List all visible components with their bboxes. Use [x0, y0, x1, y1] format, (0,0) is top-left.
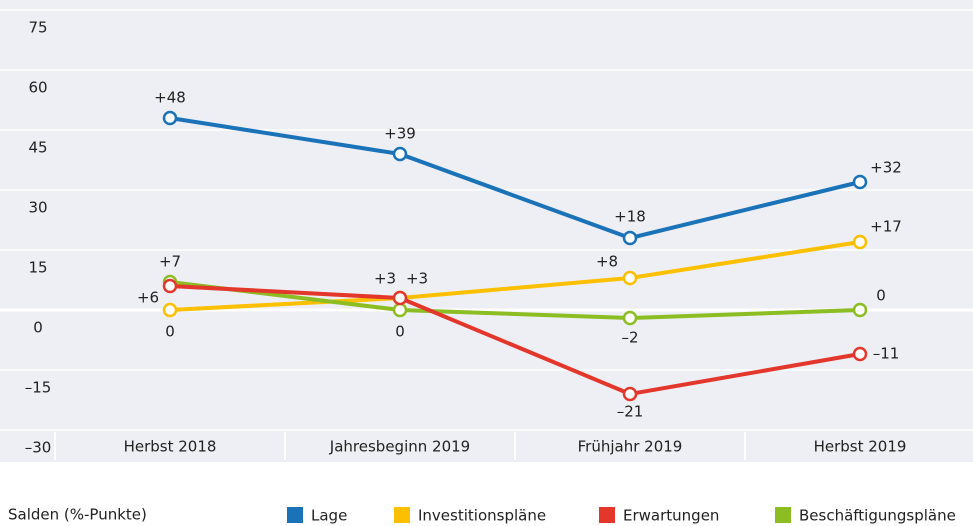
x-tick-label: Herbst 2019	[814, 438, 907, 456]
legend-swatch	[775, 507, 791, 523]
y-tick-label: 75	[28, 19, 47, 37]
data-label: +8	[596, 253, 618, 271]
point-marker	[852, 234, 868, 250]
point-marker	[162, 302, 178, 318]
data-label: –2	[621, 329, 638, 347]
data-label: +39	[384, 125, 416, 143]
y-tick-label: –15	[25, 379, 52, 397]
data-label: +17	[870, 218, 902, 236]
series-line	[169, 240, 861, 312]
legend-label: Beschäftigungspläne	[799, 507, 956, 525]
data-label: 0	[395, 323, 405, 341]
data-label: +7	[159, 253, 181, 271]
y-tick-label: 60	[28, 79, 47, 97]
data-label: +3	[406, 270, 428, 288]
x-tick-label: Frühjahr 2019	[578, 438, 683, 456]
legend-label: Erwartungen	[623, 507, 719, 525]
data-label: 0	[876, 287, 886, 305]
point-marker	[852, 346, 868, 362]
legend-label: Lage	[311, 507, 347, 525]
data-label: –21	[617, 403, 644, 421]
data-label: +18	[614, 208, 646, 226]
point-marker	[392, 146, 408, 162]
data-label: –11	[873, 345, 900, 363]
data-label: +3	[374, 270, 396, 288]
data-label: +6	[137, 289, 159, 307]
x-tick-label: Herbst 2018	[124, 438, 217, 456]
data-label: +48	[154, 89, 186, 107]
series-line	[169, 280, 861, 320]
legend-swatch	[599, 507, 615, 523]
y-axis-label: Salden (%-Punkte)	[8, 506, 147, 524]
point-marker	[622, 386, 638, 402]
data-label: 0	[165, 323, 175, 341]
point-marker	[162, 110, 178, 126]
series-line	[169, 284, 861, 396]
legend-swatch	[287, 507, 303, 523]
y-tick-label: 0	[33, 319, 43, 337]
point-marker	[852, 174, 868, 190]
point-marker	[392, 290, 408, 306]
legend-swatch	[394, 507, 410, 523]
point-marker	[622, 230, 638, 246]
series-line	[169, 116, 861, 240]
y-tick-label: –30	[25, 439, 52, 457]
y-tick-label: 15	[28, 259, 47, 277]
point-marker	[162, 278, 178, 294]
point-marker	[392, 302, 408, 318]
point-marker	[852, 302, 868, 318]
y-tick-label: 45	[28, 139, 47, 157]
legend-label: Investitionspläne	[418, 507, 546, 525]
y-tick-label: 30	[28, 199, 47, 217]
data-label: +32	[870, 159, 902, 177]
plot-background	[0, 0, 973, 462]
x-tick-label: Jahresbeginn 2019	[329, 438, 470, 456]
point-marker	[622, 270, 638, 286]
point-marker	[622, 310, 638, 326]
